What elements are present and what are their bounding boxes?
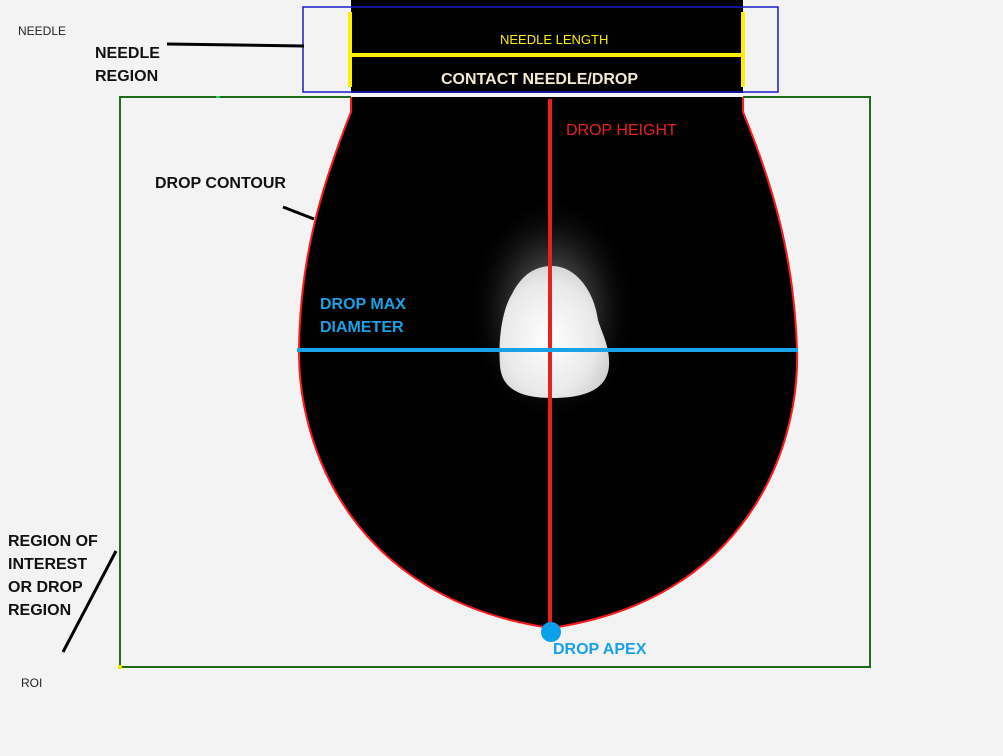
drop-contour-label: DROP CONTOUR <box>155 175 286 192</box>
drop-contour-pointer <box>282 205 315 221</box>
needle-length-label: NEEDLE LENGTH <box>500 32 609 47</box>
light-reflex <box>499 266 610 398</box>
needle-region-box <box>302 6 779 93</box>
contact-label: CONTACT NEEDLE/DROP <box>441 71 639 88</box>
needle-region-pointer <box>166 42 305 48</box>
roi-label-line1: REGION OF <box>8 533 98 550</box>
roi-corner-mark <box>118 665 122 669</box>
needle-region-label-line1: NEEDLE <box>95 45 160 62</box>
needle <box>351 0 743 97</box>
roi-short-label: ROI <box>21 676 43 690</box>
roi-label-line3: OR DROP <box>8 579 83 596</box>
drop-max-diameter-label-line1: DROP MAX <box>320 296 406 313</box>
roi-label-line2: INTEREST <box>8 556 88 573</box>
roi-pointer <box>61 550 118 653</box>
needle-label: NEEDLE <box>18 24 67 38</box>
needle-region-label-line2: REGION <box>95 68 159 85</box>
drop-apex-marker <box>541 622 561 642</box>
drop-apex-label: DROP APEX <box>553 641 647 658</box>
roi-label-line4: REGION <box>8 602 72 619</box>
drop-max-diameter-label-line2: DIAMETER <box>320 319 404 336</box>
drop-height-label: DROP HEIGHT <box>566 122 677 139</box>
roi-top-mark <box>216 96 220 98</box>
